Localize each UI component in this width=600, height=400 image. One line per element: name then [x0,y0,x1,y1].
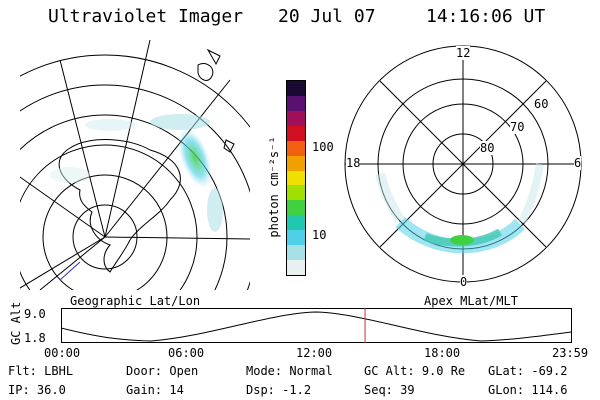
colorbar-swatch [287,81,305,96]
observation-date: 20 Jul 07 [278,6,376,27]
colorbar-swatch [287,95,305,111]
status-glon: GLon: 114.6 [488,383,568,397]
mlat-label-60: 60 [534,97,549,111]
mlt-label-12: 12 [456,46,471,60]
colorbar-swatch [287,155,305,171]
status-glat: GLat: -69.2 [488,364,568,378]
status-seq: Seq: 39 [364,383,415,397]
geographic-map [20,40,250,290]
status-dsp: Dsp: -1.2 [246,383,312,397]
colorbar-swatch [287,185,305,201]
colorbar-swatch [287,200,305,216]
time-tick-0000: 00:00 [44,346,81,360]
gc-alt-axis-label: GC Alt [9,301,23,345]
colorbar-tick-100: 100 [312,140,334,154]
mlat-label-70: 70 [510,120,525,134]
status-gain: Gain: 14 [126,383,184,397]
time-tick-1200: 12:00 [296,346,333,360]
magnetic-polar-plot [344,45,582,283]
colorbar-tick-10: 10 [312,228,327,242]
colorbar-swatch [287,170,305,186]
mlt-label-6: 6 [574,156,582,170]
mlat-label-80: 80 [480,141,495,155]
observation-time: 14:16:06 UT [426,6,546,27]
apex-caption: Apex MLat/MLT [424,294,518,308]
mlt-label-0: 0 [460,275,468,289]
time-tick-0600: 06:00 [168,346,205,360]
colorbar-swatch [287,215,305,231]
mlt-label-18: 18 [346,156,361,170]
colorbar [286,80,306,276]
geographic-caption: Geographic Lat/Lon [70,294,201,308]
colorbar-swatch [287,140,305,156]
altitude-timeline [61,308,572,343]
colorbar-swatch [287,260,305,275]
status-gc-alt: GC Alt: 9.0 Re [364,364,466,378]
status-door: Door: Open [126,364,199,378]
colorbar-swatch [287,230,305,246]
colorbar-swatch [287,110,305,126]
gc-alt-tick-low: 1.8 [24,331,46,345]
status-mode: Mode: Normal [246,364,333,378]
time-tick-2359: 23:59 [552,346,589,360]
time-tick-1800: 18:00 [424,346,461,360]
status-filter: Flt: LBHL [8,364,74,378]
colorbar-swatch [287,245,305,261]
colorbar-unit-label: photon cm⁻²s⁻¹ [267,136,281,238]
status-ip: IP: 36.0 [8,383,66,397]
colorbar-swatch [287,125,305,141]
gc-alt-tick-high: 9.0 [24,307,46,321]
instrument-title: Ultraviolet Imager [48,6,244,27]
